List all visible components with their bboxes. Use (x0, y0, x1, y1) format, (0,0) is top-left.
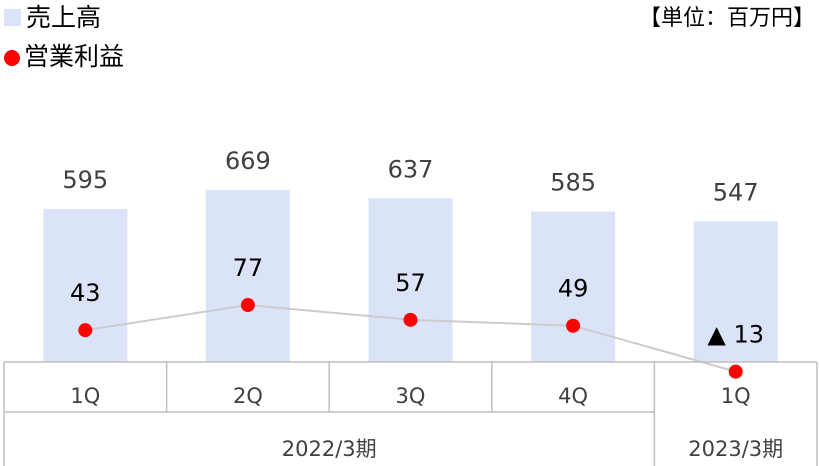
profit-value-label: 49 (558, 275, 589, 303)
bar-value-label: 585 (550, 169, 596, 197)
profit-dot (728, 364, 743, 379)
profit-value-label: 77 (233, 254, 264, 282)
x-tick-label: 3Q (396, 384, 426, 408)
bar-value-label: 669 (225, 147, 271, 175)
x-tick-label: 4Q (558, 384, 588, 408)
unit-label: 【単位：百万円】 (639, 6, 815, 31)
group-label: 2023/3期 (688, 437, 783, 461)
bar (693, 221, 778, 362)
bar (368, 198, 453, 362)
legend-swatch (4, 50, 20, 66)
legend-label: 営業利益 (24, 42, 124, 71)
profit-value-label: 43 (70, 279, 101, 307)
profit-value-label: 57 (395, 269, 426, 297)
profit-dot (240, 298, 255, 313)
x-tick-label: 1Q (721, 384, 751, 408)
legend-swatch (4, 9, 21, 26)
x-tick-label: 1Q (70, 384, 100, 408)
bar-value-label: 547 (713, 178, 759, 206)
bar-value-label: 637 (388, 155, 434, 183)
x-tick-label: 2Q (233, 384, 263, 408)
profit-dot (78, 323, 93, 338)
profit-value-label: ▲ 13 (707, 321, 764, 349)
group-label: 2022/3期 (282, 437, 377, 461)
profit-dot (566, 318, 581, 333)
profit-dot (403, 312, 418, 327)
legend-label: 売上高 (26, 3, 101, 32)
bar (531, 211, 616, 362)
bar-value-label: 595 (62, 166, 108, 194)
bar (205, 190, 290, 362)
